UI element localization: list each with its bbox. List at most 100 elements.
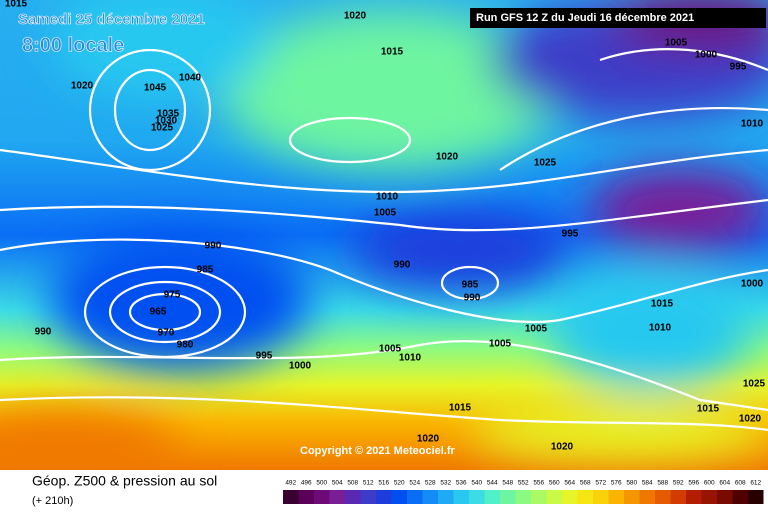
legend-label: 516 [378, 480, 389, 487]
legend-swatch [546, 490, 562, 504]
isobar-label: 1020 [436, 152, 459, 163]
legend-swatch [577, 490, 593, 504]
isobar-label: 1015 [449, 403, 472, 414]
legend-label: 608 [735, 480, 746, 487]
isobar-label: 1010 [376, 192, 399, 203]
legend-swatch [655, 490, 671, 504]
isobar-label: 995 [730, 62, 747, 73]
legend-swatch [748, 490, 764, 504]
legend-label: 584 [642, 480, 653, 487]
legend-label: 544 [487, 480, 498, 487]
legend-label: 508 [347, 480, 358, 487]
legend-label: 496 [301, 480, 312, 487]
legend-label: 572 [595, 480, 606, 487]
legend-label: 576 [611, 480, 622, 487]
legend-label: 520 [394, 480, 405, 487]
legend-swatch [407, 490, 423, 504]
legend-label: 568 [580, 480, 591, 487]
legend-swatch [500, 490, 516, 504]
isobar-label: 1000 [741, 279, 764, 290]
isobar-label: 1035 [157, 109, 180, 120]
legend-label: 612 [750, 480, 761, 487]
legend-label: 524 [409, 480, 420, 487]
isobar-label: 970 [158, 328, 175, 339]
isobar-label: 1015 [381, 47, 404, 58]
legend-swatch [438, 490, 454, 504]
legend-swatch [717, 490, 733, 504]
isobar-label: 995 [562, 229, 579, 240]
legend-swatch [422, 490, 438, 504]
isobar-label: 1015 [651, 299, 674, 310]
legend-swatch [531, 490, 547, 504]
isobar-label: 1005 [379, 344, 402, 355]
isobar-label: 1025 [534, 158, 557, 169]
isobar-label: 1030 [155, 116, 178, 127]
isobar-label: 1010 [649, 323, 672, 334]
date: Samedi 25 décembre 2021 [18, 11, 205, 28]
legend-swatch [298, 490, 314, 504]
legend-label: 492 [285, 480, 296, 487]
isobar-label: 980 [177, 340, 194, 351]
legend-swatch [314, 490, 330, 504]
isobar-label: 990 [35, 327, 52, 338]
legend-label: 512 [363, 480, 374, 487]
footer-title: Géop. Z500 & pression au sol [32, 473, 217, 489]
legend-swatch [608, 490, 624, 504]
legend-label: 580 [626, 480, 637, 487]
legend-label: 548 [502, 480, 513, 487]
legend-swatch [515, 490, 531, 504]
isobar-label: 990 [464, 293, 481, 304]
isobars [0, 48, 768, 432]
legend-swatch [624, 490, 640, 504]
isobar-label: 1005 [525, 324, 548, 335]
legend-label: 588 [657, 480, 668, 487]
legend-swatch [283, 490, 299, 504]
isobar-label: 1015 [697, 404, 720, 415]
legend-label: 600 [704, 480, 715, 487]
legend-swatch [329, 490, 345, 504]
isobar-label: 1020 [344, 11, 367, 22]
legend-label: 592 [673, 480, 684, 487]
legend-label: 604 [719, 480, 730, 487]
isobar-label: 1010 [741, 119, 764, 130]
isobar-label: 990 [394, 260, 411, 271]
legend-swatch [360, 490, 376, 504]
legend-swatch [686, 490, 702, 504]
legend-label: 556 [533, 480, 544, 487]
isobar-label: 1040 [179, 73, 202, 84]
legend-label: 528 [425, 480, 436, 487]
isobar-label: 985 [197, 265, 214, 276]
legend-swatch [376, 490, 392, 504]
time: 8:00 locale [22, 34, 124, 56]
isobar-label: 1015 [5, 0, 28, 10]
legend-swatch [391, 490, 407, 504]
legend-swatch [670, 490, 686, 504]
isobar-label: 1000 [695, 50, 718, 61]
legend-swatch [345, 490, 361, 504]
legend-swatch [484, 490, 500, 504]
legend-label: 500 [316, 480, 327, 487]
isobar-label: 1005 [665, 38, 688, 49]
isobar-label: 1020 [417, 434, 440, 445]
isobar-label: 1020 [739, 414, 762, 425]
isobar-label: 965 [150, 307, 167, 318]
legend-label: 560 [549, 480, 560, 487]
legend-label: 536 [456, 480, 467, 487]
isobar-label: 985 [462, 280, 479, 291]
legend-label: 504 [332, 480, 343, 487]
run-info: Run GFS 12 Z du Jeudi 16 décembre 2021 [476, 12, 694, 24]
isobar-label: 995 [256, 351, 273, 362]
isobar-label: 1020 [71, 81, 94, 92]
isobar-label: 1005 [489, 339, 512, 350]
footer-lead: (+ 210h) [32, 495, 73, 507]
isobar-label: 990 [205, 241, 222, 252]
legend-label: 552 [518, 480, 529, 487]
legend-swatch [453, 490, 469, 504]
legend-label: 540 [471, 480, 482, 487]
isobar-label: 1000 [289, 361, 312, 372]
isobar-label: 1020 [551, 442, 574, 453]
run-box [470, 8, 766, 28]
legend-label: 596 [688, 480, 699, 487]
legend-swatch [732, 490, 748, 504]
